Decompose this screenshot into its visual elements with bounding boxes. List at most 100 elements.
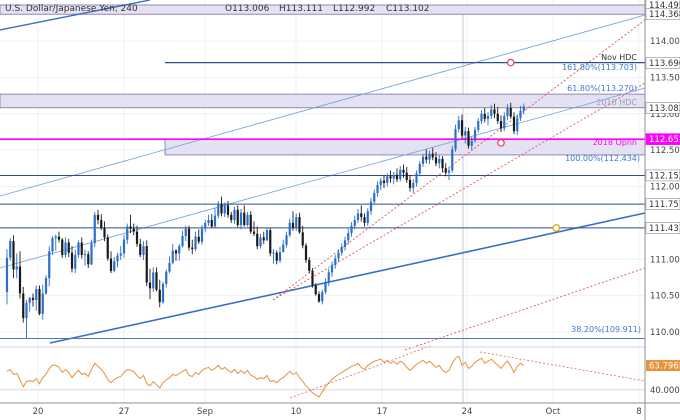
candle-142[interactable] (467, 127, 470, 149)
time-axis[interactable]: 20 27 Sep 10 17 24 Oct 8 (33, 407, 642, 417)
candle-36[interactable] (122, 234, 126, 258)
candle-4[interactable] (18, 251, 22, 299)
candle-158[interactable] (519, 105, 522, 122)
candle-42[interactable] (142, 241, 145, 260)
candle-85[interactable] (282, 239, 285, 253)
candle-79[interactable] (262, 231, 265, 244)
candle-140[interactable] (460, 114, 464, 139)
candle-141[interactable] (464, 126, 467, 144)
candle-32[interactable] (109, 251, 113, 274)
candle-64[interactable] (213, 208, 217, 228)
candle-14[interactable] (51, 235, 54, 255)
candle-78[interactable] (259, 233, 262, 249)
candle-153[interactable] (503, 112, 506, 132)
candle-29[interactable] (100, 214, 103, 231)
candle-16[interactable] (57, 231, 61, 243)
candle-0[interactable] (5, 249, 9, 305)
candle-75[interactable] (249, 211, 252, 234)
candle-133[interactable] (438, 154, 441, 169)
candle-145[interactable] (477, 118, 480, 133)
candle-134[interactable] (441, 155, 444, 172)
candle-94[interactable] (311, 267, 314, 288)
candle-63[interactable] (210, 214, 213, 228)
candle-61[interactable] (204, 219, 207, 233)
candle-26[interactable] (90, 239, 93, 266)
candle-11[interactable] (41, 284, 44, 320)
candle-3[interactable] (15, 253, 18, 279)
candle-122[interactable] (402, 164, 405, 178)
candle-92[interactable] (304, 243, 308, 263)
candle-10[interactable] (38, 285, 41, 316)
candle-20[interactable] (70, 246, 74, 273)
candle-97[interactable] (321, 289, 324, 305)
candle-125[interactable] (412, 179, 415, 194)
candle-7[interactable] (28, 297, 31, 312)
candle-22[interactable] (77, 240, 80, 258)
candle-82[interactable] (272, 249, 275, 264)
candle-155[interactable] (509, 102, 512, 119)
candles-layer[interactable] (5, 102, 525, 339)
candle-113[interactable] (373, 189, 376, 205)
candle-15[interactable] (54, 234, 57, 251)
candle-56[interactable] (187, 225, 191, 251)
candle-104[interactable] (343, 236, 347, 251)
price-axis[interactable]: 110.000 110.500 111.000 112.000 112.500 113.0… (645, 0, 680, 338)
candle-86[interactable] (285, 231, 288, 248)
candle-13[interactable] (48, 246, 51, 287)
candle-154[interactable] (506, 104, 509, 121)
candle-34[interactable] (116, 252, 119, 268)
candle-35[interactable] (119, 246, 122, 260)
candle-77[interactable] (256, 226, 259, 250)
candle-60[interactable] (200, 225, 204, 245)
candle-18[interactable] (64, 237, 67, 258)
candle-70[interactable] (233, 206, 236, 224)
candle-100[interactable] (330, 261, 334, 277)
candle-38[interactable] (129, 214, 132, 234)
candle-73[interactable] (243, 205, 246, 227)
candle-46[interactable] (155, 267, 158, 292)
candle-98[interactable] (324, 278, 327, 295)
candle-62[interactable] (207, 214, 210, 226)
candle-84[interactable] (278, 246, 282, 263)
candle-111[interactable] (366, 208, 369, 226)
candle-6[interactable] (25, 299, 28, 339)
candle-33[interactable] (113, 257, 116, 273)
candle-50[interactable] (168, 256, 171, 274)
candle-91[interactable] (301, 225, 304, 249)
candle-146[interactable] (480, 110, 483, 124)
candle-102[interactable] (337, 249, 340, 263)
candle-119[interactable] (392, 171, 395, 185)
candle-68[interactable] (226, 201, 230, 218)
candle-93[interactable] (308, 257, 311, 274)
candle-24[interactable] (83, 249, 87, 266)
candle-105[interactable] (347, 228, 350, 244)
candle-52[interactable] (174, 249, 178, 261)
candle-138[interactable] (454, 124, 457, 152)
candle-114[interactable] (376, 181, 379, 197)
candle-108[interactable] (356, 209, 360, 223)
candle-12[interactable] (44, 275, 48, 295)
candle-157[interactable] (516, 114, 519, 135)
candle-152[interactable] (499, 115, 503, 132)
candle-147[interactable] (483, 107, 486, 123)
candle-8[interactable] (31, 293, 35, 307)
candle-127[interactable] (418, 161, 421, 177)
candle-47[interactable] (158, 279, 161, 308)
candle-2[interactable] (12, 235, 15, 279)
candle-88[interactable] (291, 211, 295, 231)
candle-9[interactable] (35, 285, 38, 311)
candle-136[interactable] (447, 166, 451, 180)
candle-53[interactable] (178, 243, 181, 261)
candle-30[interactable] (103, 221, 106, 242)
candle-69[interactable] (230, 211, 233, 223)
candle-109[interactable] (360, 205, 363, 222)
candle-99[interactable] (327, 268, 330, 287)
candle-54[interactable] (181, 230, 184, 248)
candle-39[interactable] (132, 223, 135, 236)
candle-118[interactable] (389, 170, 392, 183)
candle-89[interactable] (295, 213, 298, 231)
candle-37[interactable] (126, 223, 129, 244)
candle-159[interactable] (522, 103, 525, 115)
candle-107[interactable] (353, 215, 356, 230)
candle-90[interactable] (298, 212, 301, 234)
